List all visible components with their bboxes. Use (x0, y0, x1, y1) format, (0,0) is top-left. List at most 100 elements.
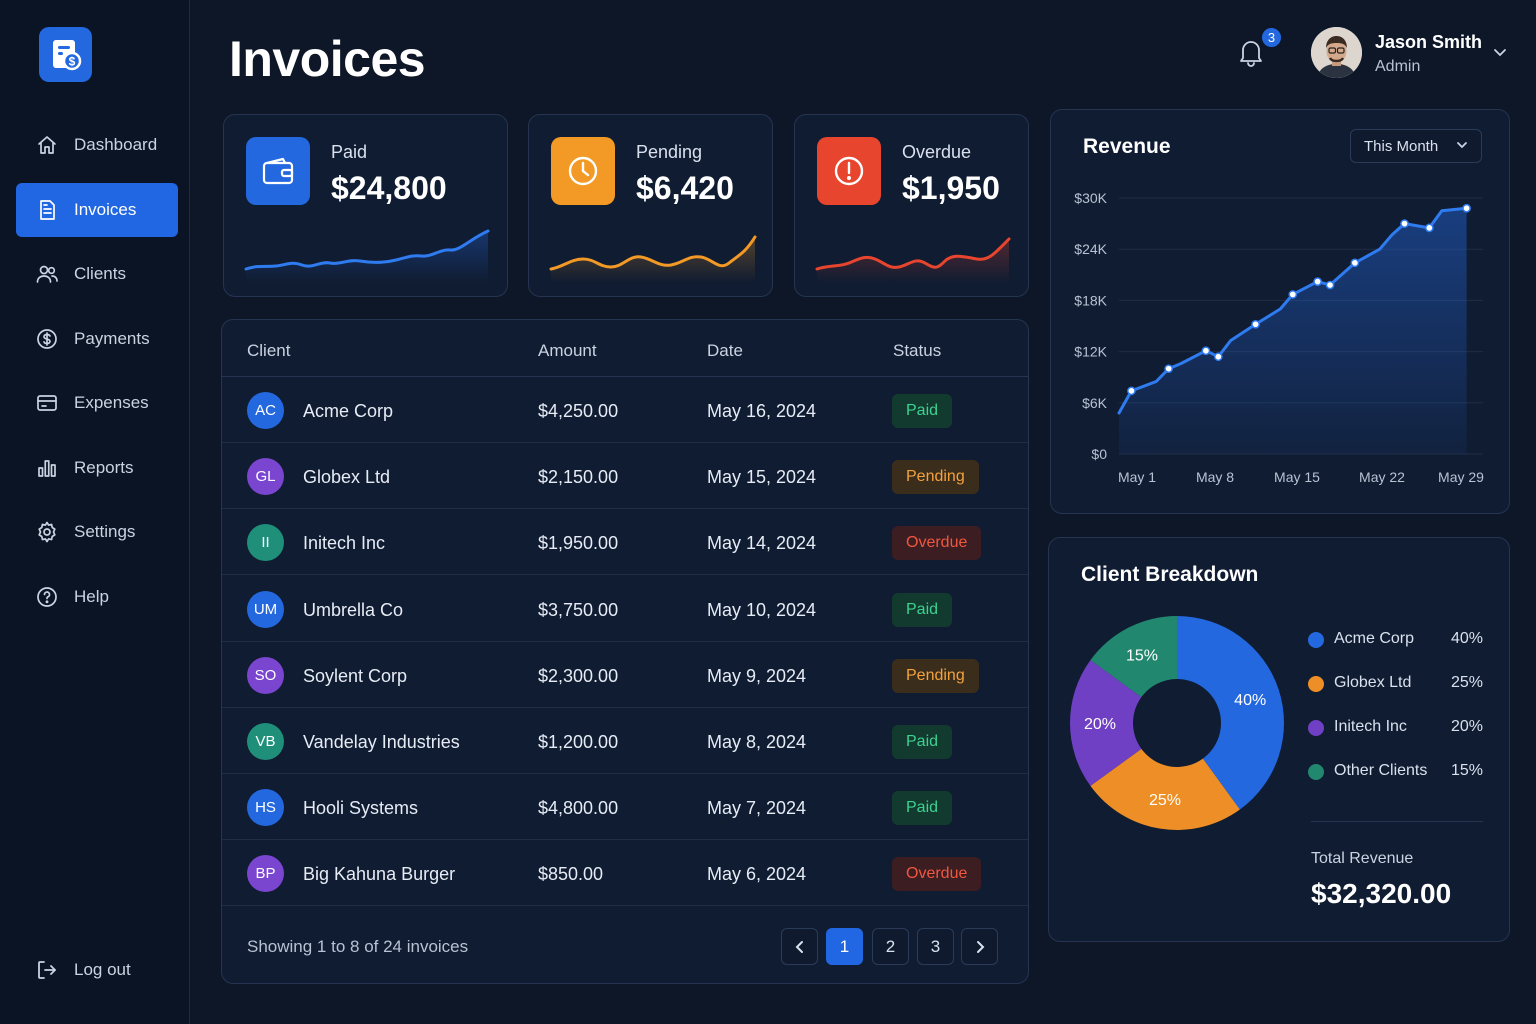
y-tick-label: $12K (1074, 344, 1107, 360)
next-page-button[interactable] (961, 928, 998, 965)
column-header-client[interactable]: Client (247, 341, 291, 360)
sidebar-item-label: Invoices (74, 199, 137, 219)
page-button-2[interactable]: 2 (872, 928, 909, 965)
notification-bell[interactable] (1236, 36, 1266, 68)
client-avatar: HS (247, 789, 284, 827)
x-tick-label: May 1 (1118, 469, 1156, 485)
donut-slice-acme-corp[interactable] (1177, 616, 1284, 810)
revenue-chart: $0 $6K $12K $18K $24K $30K May 1 May 8 May 15 May… (1074, 190, 1484, 485)
table-row[interactable]: SO Soylent Corp $2,300.00 May 9, 2024 Pendin… (222, 642, 1028, 708)
data-point (1288, 290, 1298, 299)
table-row[interactable]: UM Umbrella Co $3,750.00 May 10, 2024 Paid (222, 576, 1028, 642)
sidebar-item-reports[interactable]: Reports (16, 441, 178, 495)
legend-label: Globex Ltd (1334, 674, 1412, 691)
user-menu-chevron-icon[interactable] (1492, 46, 1508, 64)
data-point (1350, 258, 1360, 268)
legend-percent: 20% (1450, 718, 1483, 735)
period-select[interactable]: This Month (1350, 129, 1482, 163)
status-badge: Pending (892, 658, 979, 693)
user-role: Admin (1375, 58, 1421, 75)
status-badge: Paid (892, 791, 953, 826)
sidebar-item-label: Clients (74, 264, 126, 283)
client-breakdown-card: Client Breakdown 40% 25% 20% 15% Acme Corp 4… (1048, 537, 1510, 942)
table-row[interactable]: II Initech Inc $1,950.00 May 14, 2024 Overdu… (222, 509, 1028, 576)
x-tick-label: May 29 (1438, 469, 1484, 485)
invoice-date: May 8, 2024 (707, 732, 807, 752)
client-name[interactable]: Initech Inc (303, 533, 386, 554)
table-row[interactable]: HS Hooli Systems $4,800.00 May 7, 2024 Paid (222, 774, 1028, 841)
invoice-date: May 16, 2024 (707, 401, 817, 421)
chevron-left-icon (795, 940, 803, 953)
gear-icon (34, 519, 60, 545)
sidebar: $ Dashboard Invoices Clients Payments Expens… (0, 0, 190, 1024)
legend-item[interactable]: Other Clients 15% (1308, 759, 1483, 783)
client-name[interactable]: Acme Corp (303, 401, 394, 421)
invoice-amount: $850.00 (538, 864, 604, 885)
table-row[interactable]: BP Big Kahuna Burger $850.00 May 6, 2024 Ove… (222, 840, 1028, 907)
client-name[interactable]: Soylent Corp (303, 665, 408, 686)
sidebar-item-clients[interactable]: Clients (16, 247, 178, 301)
data-point (1325, 280, 1335, 290)
stat-card-pending[interactable]: Pending $6,420 (528, 114, 773, 297)
table-row[interactable]: GL Globex Ltd $2,150.00 May 15, 2024 Pending (222, 443, 1028, 510)
client-name[interactable]: Hooli Systems (303, 798, 419, 819)
page-button-1[interactable]: 1 (826, 928, 863, 965)
data-point (1251, 319, 1260, 329)
sidebar-item-payments[interactable]: Payments (16, 312, 178, 366)
revenue-area (1119, 208, 1467, 454)
sidebar-item-label: Help (74, 586, 109, 606)
stat-card-paid[interactable]: Paid $24,800 (223, 114, 508, 297)
stat-value: $24,800 (331, 170, 447, 206)
client-avatar: SO (247, 656, 284, 694)
svg-text:$: $ (68, 54, 75, 68)
column-header-date[interactable]: Date (707, 341, 743, 360)
user-avatar[interactable] (1311, 27, 1362, 78)
document-icon (34, 197, 60, 223)
table-row[interactable]: VB Vandelay Industries $1,200.00 May 8, 202… (222, 708, 1028, 774)
period-select-value: This Month (1364, 137, 1439, 155)
sidebar-item-help[interactable]: Help (16, 570, 178, 624)
donut-slice-other-clients[interactable] (1090, 616, 1177, 698)
client-name[interactable]: Umbrella Co (303, 599, 404, 620)
pagination-summary: Showing 1 to 8 of 24 invoices (247, 937, 469, 956)
sidebar-item-expenses[interactable]: Expenses (16, 376, 178, 430)
invoice-amount: $2,150.00 (538, 467, 619, 488)
sidebar-item-label: Reports (74, 457, 134, 477)
logout-button[interactable]: Log out (16, 943, 178, 997)
notification-badge: 3 (1260, 26, 1283, 49)
invoice-date: May 14, 2024 (707, 533, 817, 554)
page-button-3[interactable]: 3 (917, 928, 954, 965)
table-row[interactable]: AC Acme Corp $4,250.00 May 16, 2024 Paid (222, 377, 1028, 443)
legend-item[interactable]: Acme Corp 40% (1308, 627, 1483, 651)
y-tick-label: $24K (1074, 241, 1107, 257)
pending-sparkline (549, 235, 757, 283)
data-point (1313, 277, 1322, 286)
column-header-amount[interactable]: Amount (538, 341, 597, 360)
stat-label: Overdue (902, 142, 972, 162)
stat-card-overdue[interactable]: Overdue $1,950 (794, 114, 1029, 297)
donut-slice-initech-inc[interactable] (1070, 660, 1142, 786)
column-header-status[interactable]: Status (893, 341, 942, 360)
prev-page-button[interactable] (781, 928, 818, 965)
legend-percent: 25% (1450, 674, 1483, 691)
app-logo[interactable]: $ (39, 27, 92, 82)
legend-item[interactable]: Globex Ltd 25% (1308, 671, 1483, 695)
donut-slice-globex-ltd[interactable] (1090, 748, 1240, 830)
client-name[interactable]: Big Kahuna Burger (303, 864, 456, 885)
legend-item[interactable]: Initech Inc 20% (1308, 715, 1483, 739)
logout-icon (34, 957, 60, 983)
donut-slice-label: 25% (1149, 792, 1181, 809)
client-avatar: GL (247, 458, 284, 496)
client-donut-chart: 40% 25% 20% 15% (1070, 616, 1284, 830)
sidebar-item-invoices[interactable]: Invoices (16, 182, 178, 237)
client-name[interactable]: Vandelay Industries (303, 732, 460, 752)
alert-circle-icon (817, 137, 881, 205)
client-avatar: AC (247, 392, 284, 429)
client-name[interactable]: Globex Ltd (303, 467, 391, 488)
sidebar-item-dashboard[interactable]: Dashboard (16, 118, 178, 172)
revenue-title: Revenue (1083, 135, 1171, 158)
sidebar-item-settings[interactable]: Settings (16, 505, 178, 559)
stat-label: Paid (331, 142, 368, 162)
legend-label: Initech Inc (1334, 718, 1407, 735)
overdue-sparkline (815, 237, 1011, 283)
